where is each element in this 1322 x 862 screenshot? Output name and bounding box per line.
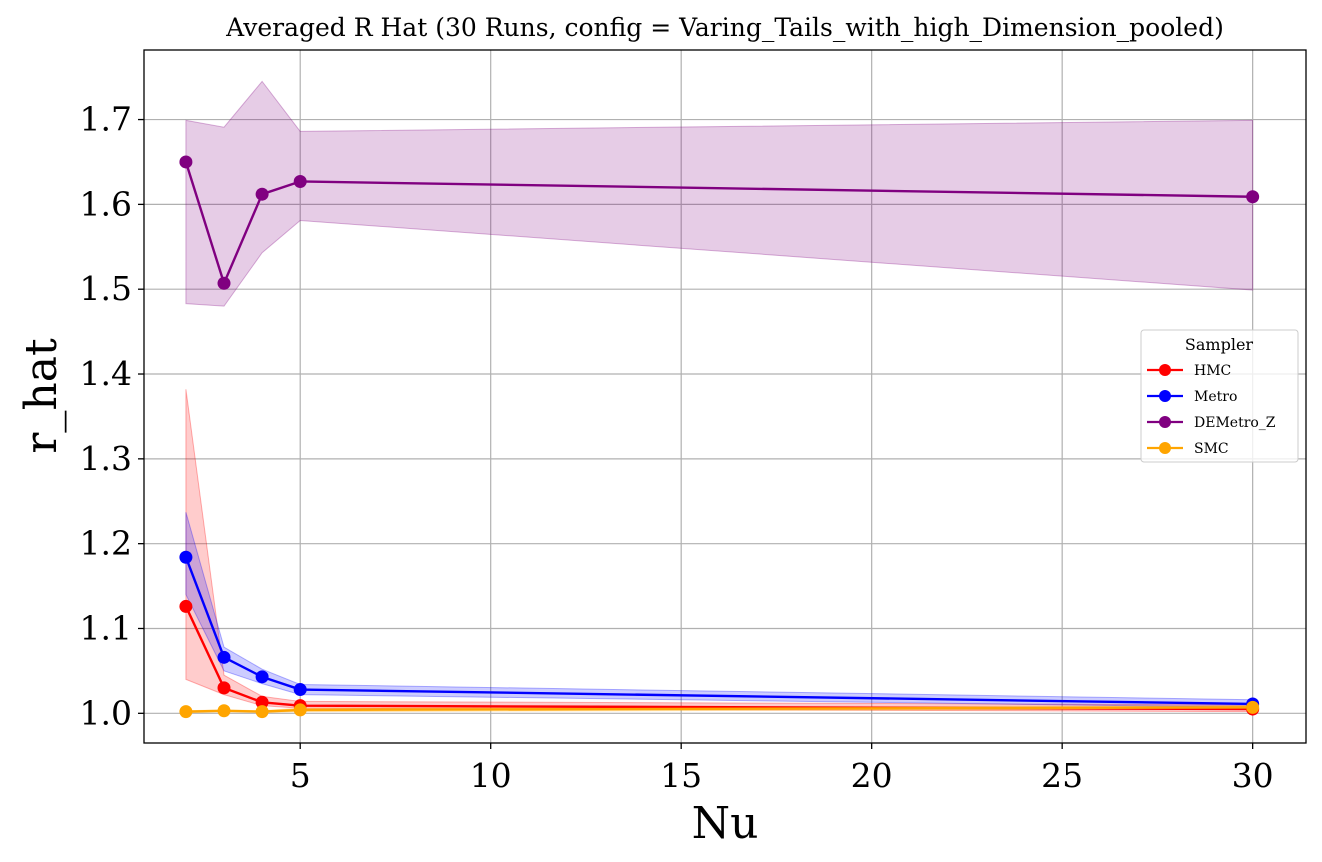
x-axis-label: Nu <box>692 798 759 849</box>
x-tick-label: 30 <box>1232 756 1274 795</box>
point-hmc <box>255 695 269 709</box>
y-axis-label: r_hat <box>16 338 67 454</box>
legend-marker-metro <box>1159 390 1171 402</box>
legend-marker-smc <box>1159 442 1171 454</box>
band-hmc <box>185 389 1254 713</box>
point-demetro-z <box>1246 190 1260 204</box>
y-tick-label: 1.0 <box>80 693 132 732</box>
legend-title: Sampler <box>1185 335 1254 354</box>
legend-box <box>1140 329 1299 463</box>
legend-label-hmc: HMC <box>1194 363 1231 379</box>
legend-label-demetro-z: DEMetro_Z <box>1194 415 1276 431</box>
y-tick-label: 1.5 <box>80 269 132 308</box>
x-axis-ticks: 5 10 15 20 25 30 <box>290 743 1274 795</box>
chart-title: Averaged R Hat (30 Runs, config = Varing… <box>225 13 1224 42</box>
legend-marker-demetro-z <box>1159 416 1171 428</box>
point-smc <box>179 705 193 719</box>
point-metro <box>217 650 231 664</box>
point-demetro-z <box>217 276 231 290</box>
point-demetro-z <box>293 174 307 188</box>
y-axis-ticks: 1.0 1.1 1.2 1.3 1.4 1.5 1.6 1.7 <box>80 100 144 732</box>
x-tick-label: 20 <box>851 756 893 795</box>
point-smc <box>255 705 269 719</box>
point-smc <box>293 703 307 717</box>
legend-entries: HMC Metro DEMetro_Z SMC <box>1147 363 1276 457</box>
x-tick-label: 5 <box>290 756 311 795</box>
legend-marker-hmc <box>1159 364 1171 376</box>
band-demetro-z <box>185 80 1254 307</box>
point-hmc <box>179 599 193 613</box>
y-tick-label: 1.1 <box>80 608 132 647</box>
confidence-bands <box>185 80 1254 713</box>
point-metro <box>179 550 193 564</box>
x-tick-label: 15 <box>660 756 702 795</box>
point-smc <box>217 704 231 718</box>
point-demetro-z <box>179 155 193 169</box>
x-tick-label: 10 <box>470 756 512 795</box>
legend: Sampler HMC Metro DEMetro_Z SMC <box>1140 329 1299 463</box>
band-metro <box>185 512 1254 708</box>
y-tick-label: 1.6 <box>80 184 132 223</box>
legend-label-metro: Metro <box>1194 389 1237 405</box>
point-metro <box>255 670 269 684</box>
plot-frame <box>143 49 1307 744</box>
y-tick-label: 1.7 <box>80 100 132 139</box>
legend-label-smc: SMC <box>1194 441 1229 457</box>
point-smc <box>1246 700 1260 714</box>
y-tick-label: 1.3 <box>80 439 132 478</box>
y-tick-label: 1.2 <box>80 524 132 563</box>
point-demetro-z <box>255 187 269 201</box>
point-hmc <box>217 681 231 695</box>
line-metro <box>184 556 1253 706</box>
series-markers <box>179 155 1260 719</box>
y-tick-label: 1.4 <box>80 354 132 393</box>
x-tick-label: 25 <box>1041 756 1083 795</box>
point-metro <box>293 683 307 697</box>
